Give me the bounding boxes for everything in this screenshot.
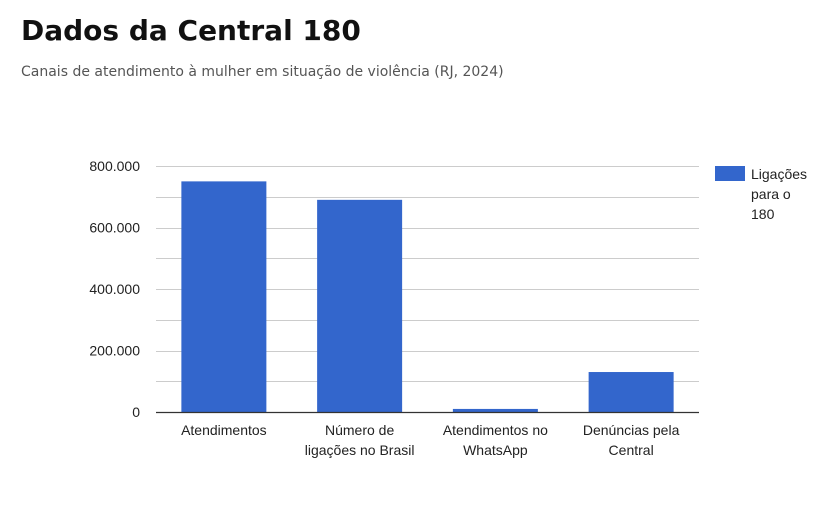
legend-swatch [715, 166, 745, 181]
bar [588, 372, 674, 412]
legend-label-line: 180 [751, 206, 775, 222]
x-tick-label-line: Número de [325, 422, 394, 438]
legend-label: Ligações para o 180 [751, 166, 807, 222]
x-tick-label-line: Denúncias pela [583, 422, 680, 438]
chart-title: Dados da Central 180 [21, 14, 361, 47]
legend-label-line: Ligações [751, 166, 807, 182]
y-tick-label: 800.000 [89, 158, 140, 174]
bars [181, 181, 674, 412]
x-tick-label-line: Atendimentos no [443, 422, 548, 438]
x-tick-label: Número de ligações no Brasil [305, 422, 415, 458]
x-axis: Atendimentos Número de ligações no Brasil A… [156, 411, 699, 458]
legend-label-line: para o [751, 186, 791, 202]
x-tick-label-line: Atendimentos [181, 422, 267, 438]
chart-subtitle: Canais de atendimento à mulher em situaç… [21, 64, 504, 80]
bar [317, 199, 403, 412]
y-tick-label: 200.000 [89, 343, 140, 359]
x-tick-label: Denúncias pela Central [583, 422, 680, 458]
y-tick-label: 600.000 [89, 220, 140, 236]
bar [181, 181, 267, 412]
x-tick-label: Atendimentos [181, 422, 267, 438]
y-axis: 0 200.000 400.000 600.000 800.000 [89, 158, 140, 420]
x-tick-label: Atendimentos no WhatsApp [443, 422, 548, 458]
y-tick-label: 400.000 [89, 281, 140, 297]
bar [452, 408, 538, 412]
legend: Ligações para o 180 [715, 166, 807, 222]
y-tick-label: 0 [132, 404, 140, 420]
x-tick-label-line: ligações no Brasil [305, 442, 415, 458]
x-tick-label-line: WhatsApp [463, 442, 528, 458]
x-tick-label-line: Central [609, 442, 654, 458]
